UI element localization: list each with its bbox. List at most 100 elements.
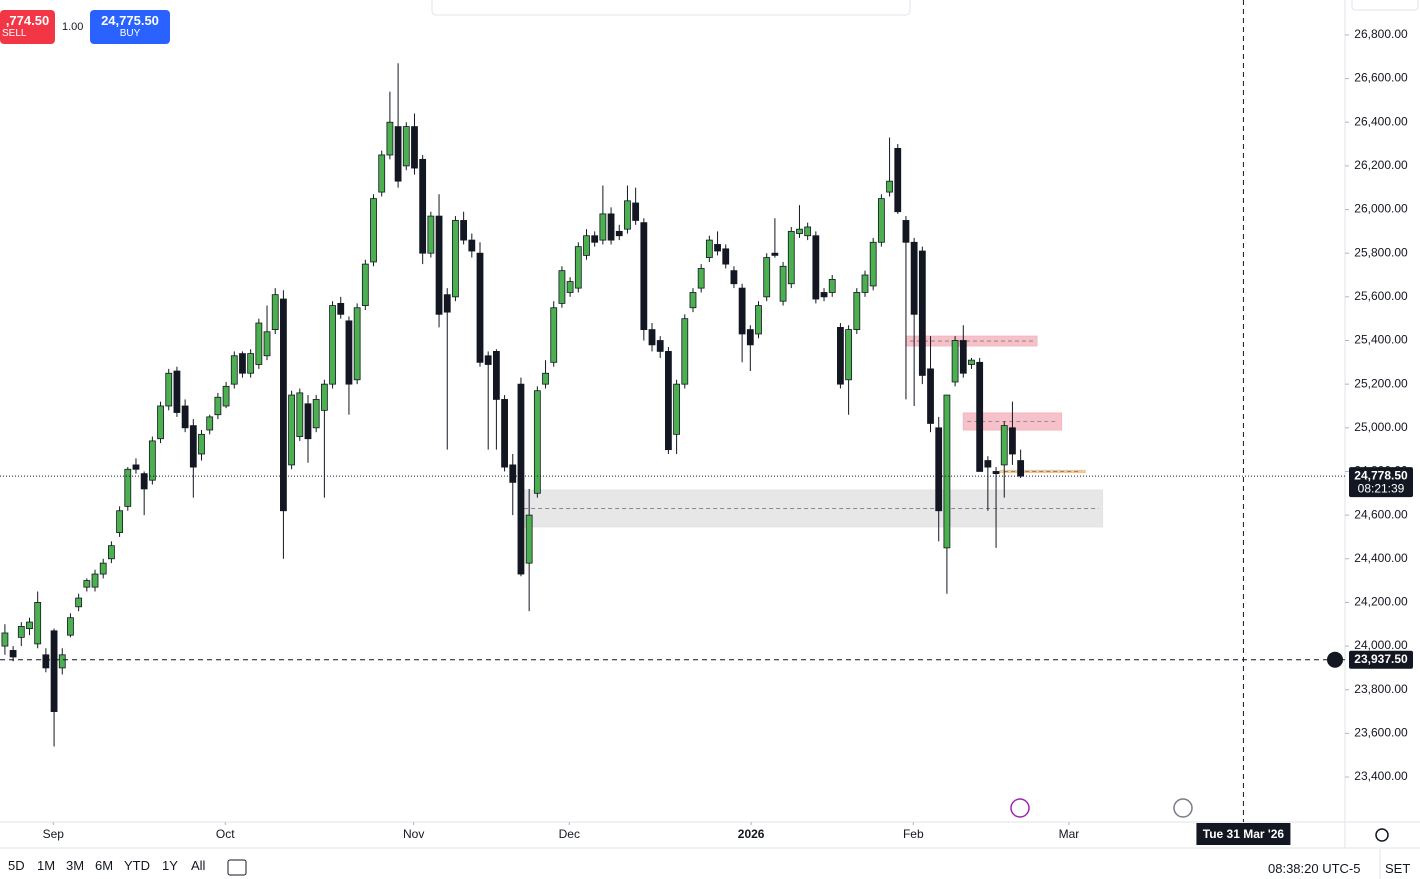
range-button[interactable]: YTD [124,858,150,873]
x-tick-label: 2026 [738,827,765,841]
candle-body [132,464,140,470]
candle-body [230,355,238,385]
candle-body [525,514,533,564]
candle-body [501,399,508,468]
candle-body [296,392,304,437]
date-range-icon[interactable] [227,859,247,876]
overlay: 23,400.00 23,600.00 23,800.00 24,000.00 24,2… [0,0,1413,845]
candle-body [632,202,640,221]
candle-body [452,220,459,298]
candle-body [837,327,844,385]
candle-body [861,274,869,293]
candle-body [968,359,975,365]
candle-body [9,650,17,658]
y-tick-label: 25,400.00 [1354,333,1408,347]
candle-body [361,263,369,306]
candle-body [181,405,189,429]
candle-body [583,235,590,256]
candle-body [411,126,418,169]
candle-body [58,654,66,669]
candle-body [910,241,918,315]
candle-body [165,372,173,407]
candle-body [222,385,230,407]
alert-icon[interactable] [1010,798,1030,818]
candle-body [689,292,697,309]
candle-body [771,252,779,256]
x-tick-label: Feb [903,827,924,841]
candle-body [1,632,9,647]
candle-body [75,597,83,608]
candle-body [17,626,25,638]
candle-body [189,425,197,468]
candle-body [935,427,943,512]
candle-body [615,230,623,237]
candle-body [796,228,803,234]
x-tick-label: Sep [43,827,65,841]
candle-body [730,270,738,285]
candle-body [370,198,377,263]
candle-body [820,292,828,298]
crosshair-date-label: Tue 31 Mar '26 [1203,827,1285,841]
candle-body [26,621,33,630]
y-tick-label: 23,600.00 [1354,726,1408,740]
candle-body [148,440,156,481]
candle-body [665,351,672,451]
candle-body [345,320,353,385]
candle-body [804,226,812,237]
y-tick-label: 26,800.00 [1354,27,1408,41]
candle-body [394,126,402,182]
x-tick-label: Dec [559,827,580,841]
candle-body [714,244,721,252]
candle-body [1009,427,1016,455]
candle-body [329,305,336,385]
candle-body [509,464,517,483]
range-button[interactable]: 1M [37,858,56,873]
settings-icon[interactable] [1375,828,1389,842]
buy-price: 24,775.50 [101,13,159,28]
range-button[interactable]: 6M [95,858,114,873]
candle-body [738,287,746,335]
candle-body [1017,460,1025,477]
candle-body [992,471,1000,475]
candle-body [468,239,476,252]
y-tick-label: 24,200.00 [1354,595,1408,609]
candle-body [492,351,500,400]
crosshair-plus [1327,651,1343,668]
candle-body [157,405,164,440]
candle-body [853,292,861,330]
candle-body [550,307,558,363]
candle-body [951,340,959,383]
candle-body [288,394,296,466]
candle-body [918,250,926,376]
scale-button[interactable]: SET [1385,861,1411,876]
range-button[interactable]: All [191,858,206,873]
candle-body [214,396,222,416]
candle-body [886,180,893,193]
clock: 08:38:20 UTC-5 [1268,861,1361,876]
candle-body [624,200,631,230]
timer-icon[interactable] [1173,798,1193,818]
candle-body [173,370,181,413]
x-tick-label: Oct [216,827,235,841]
buy-button[interactable]: 24,775.50 BUY [90,10,170,44]
drawing-toolbar[interactable] [431,0,911,16]
candle-body [845,329,853,381]
candle-body [263,331,271,357]
candle-body [271,294,279,330]
candle-body [312,399,320,429]
range-button[interactable]: 5D [8,858,25,873]
candle-body [304,403,312,440]
candle-body [812,235,820,300]
range-button[interactable]: 3M [66,858,85,873]
candle-body [927,368,934,424]
range-button[interactable]: 1Y [162,858,178,873]
x-tick-label: Mar [1059,827,1080,841]
candle-body [787,230,795,285]
sell-button[interactable]: ,774.50 SELL [0,10,55,44]
candle-body [558,270,566,304]
candle-body [337,302,345,315]
candle-body [656,340,664,352]
candle-body [206,416,214,431]
